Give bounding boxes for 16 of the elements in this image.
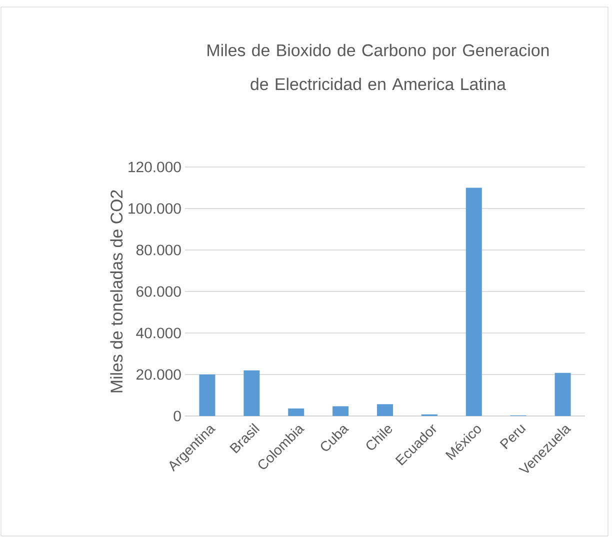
y-tick-label: 80.000 bbox=[136, 244, 181, 256]
bar bbox=[377, 404, 393, 416]
bar bbox=[332, 406, 349, 416]
bar bbox=[554, 372, 571, 416]
y-tick-label: 100.000 bbox=[128, 203, 181, 214]
y-tick-label: 20.000 bbox=[136, 369, 181, 380]
y-axis-title: Miles de toneladas de CO2 bbox=[110, 190, 123, 392]
chart-title: Miles de Bioxido de Carbono por Generacion de Electricidad en America Latina bbox=[208, 44, 549, 90]
y-tick-label: 0 bbox=[174, 410, 181, 422]
bar bbox=[288, 408, 304, 416]
y-tick-label: 60.000 bbox=[136, 286, 181, 297]
y-tick-label: 40.000 bbox=[136, 328, 181, 338]
bar bbox=[466, 188, 482, 416]
bar bbox=[199, 374, 216, 416]
y-tick-label: 120.000 bbox=[128, 162, 181, 172]
bar bbox=[244, 370, 260, 416]
